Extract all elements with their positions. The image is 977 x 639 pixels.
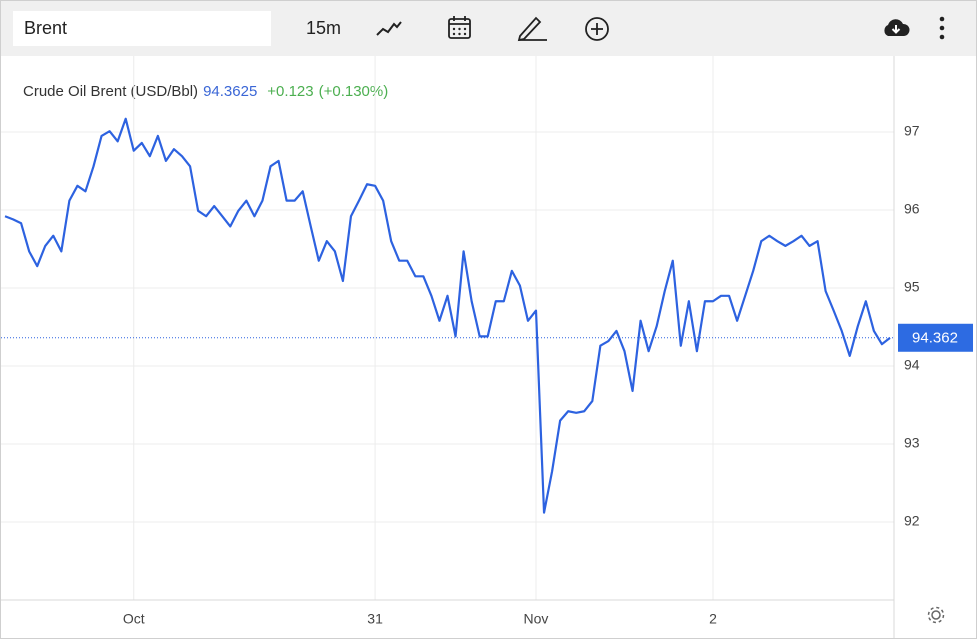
y-tick-label: 97 [904,123,920,139]
y-tick-label: 93 [904,435,920,451]
symbol-search[interactable]: Brent [13,11,271,46]
chart: Crude Oil Brent (USD/Bbl) 94.3625 +0.123… [1,56,973,638]
x-tick-label: 2 [709,611,717,627]
price-change: +0.123 [267,83,313,100]
y-tick-label: 94 [904,357,920,373]
x-tick-label: Nov [524,611,549,627]
grid [1,56,894,600]
y-tick-label: 95 [904,279,920,295]
draw-icon[interactable] [515,14,549,42]
last-price: 94.3625 [203,83,257,100]
x-tick-label: 31 [367,611,383,627]
settings-icon[interactable] [927,606,945,624]
download-icon[interactable] [881,17,911,39]
x-tick-label: Oct [123,611,145,627]
calendar-icon[interactable] [447,15,473,41]
current-price-label: 94.362 [912,330,958,347]
add-icon[interactable] [584,16,610,42]
y-tick-label: 92 [904,513,920,529]
current-price-badge [898,323,973,352]
price-change-percent: (+0.130%) [319,83,389,100]
interval-button[interactable]: 15m [306,18,342,38]
price-line [4,117,891,514]
toolbar: Brent 15m [1,1,976,56]
chart-type-icon[interactable] [375,17,403,41]
chart-title: Crude Oil Brent (USD/Bbl) [23,83,198,100]
menu-icon[interactable] [935,15,949,43]
y-tick-label: 96 [904,201,920,217]
